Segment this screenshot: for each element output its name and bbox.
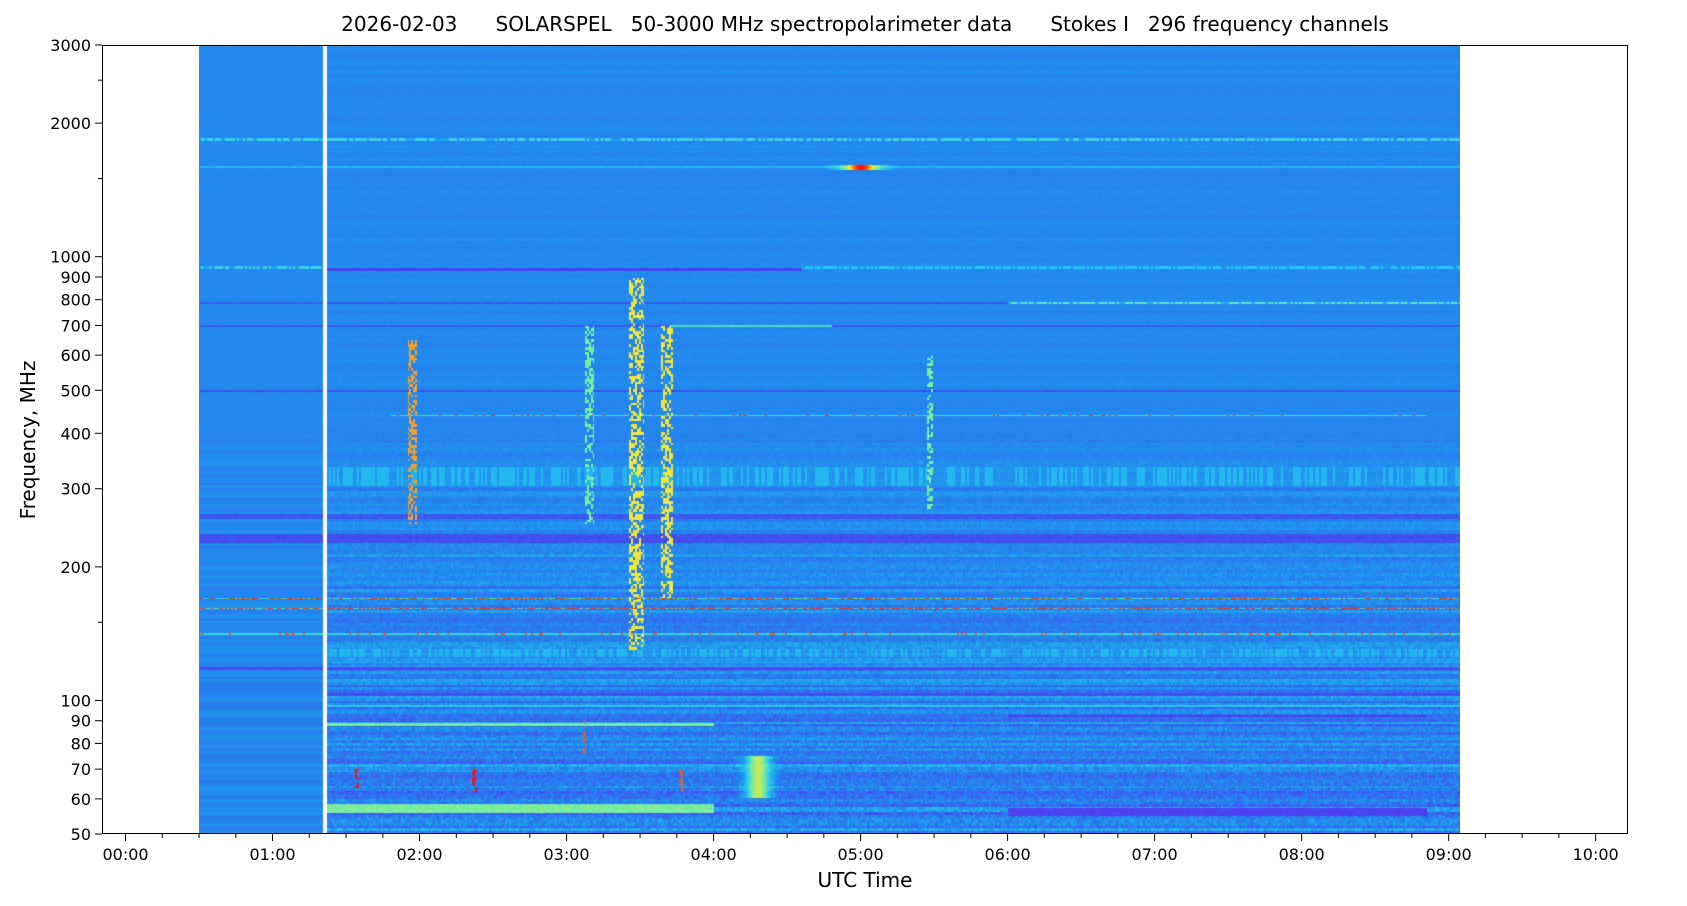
x-axis-label: UTC Time	[817, 868, 913, 892]
y-tick-label: 400	[60, 424, 91, 443]
y-axis-label: Frequency, MHz	[16, 360, 40, 520]
x-tick-label: 01:00	[249, 845, 295, 864]
x-tick-label: 06:00	[985, 845, 1031, 864]
y-tick-label: 700	[60, 316, 91, 335]
x-tick-label: 04:00	[691, 845, 737, 864]
spectrogram-heatmap	[199, 46, 1460, 833]
y-tick-label: 80	[71, 734, 91, 753]
x-tick-label: 00:00	[102, 845, 148, 864]
y-tick-label: 90	[71, 712, 91, 731]
x-tick-label: 05:00	[838, 845, 884, 864]
plot-area	[102, 45, 1628, 834]
y-tick-label: 2000	[50, 114, 91, 133]
x-tick-label: 10:00	[1573, 845, 1619, 864]
x-tick-label: 03:00	[544, 845, 590, 864]
x-tick-label: 07:00	[1132, 845, 1178, 864]
x-tick-label: 08:00	[1279, 845, 1325, 864]
y-tick-label: 300	[60, 480, 91, 499]
x-tick-label: 09:00	[1426, 845, 1472, 864]
y-tick-label: 500	[60, 381, 91, 400]
y-tick-label: 100	[60, 691, 91, 710]
y-tick-label: 1000	[50, 248, 91, 267]
y-tick-label: 60	[71, 790, 91, 809]
y-tick-label: 3000	[50, 36, 91, 55]
y-tick-label: 600	[60, 346, 91, 365]
y-tick-label: 200	[60, 558, 91, 577]
x-tick-label: 02:00	[396, 845, 442, 864]
chart-title: 2026-02-03 SOLARSPEL 50-3000 MHz spectro…	[341, 12, 1389, 36]
y-tick-label: 900	[60, 268, 91, 287]
y-tick-label: 800	[60, 291, 91, 310]
y-tick-label: 50	[71, 825, 91, 844]
y-tick-label: 70	[71, 760, 91, 779]
